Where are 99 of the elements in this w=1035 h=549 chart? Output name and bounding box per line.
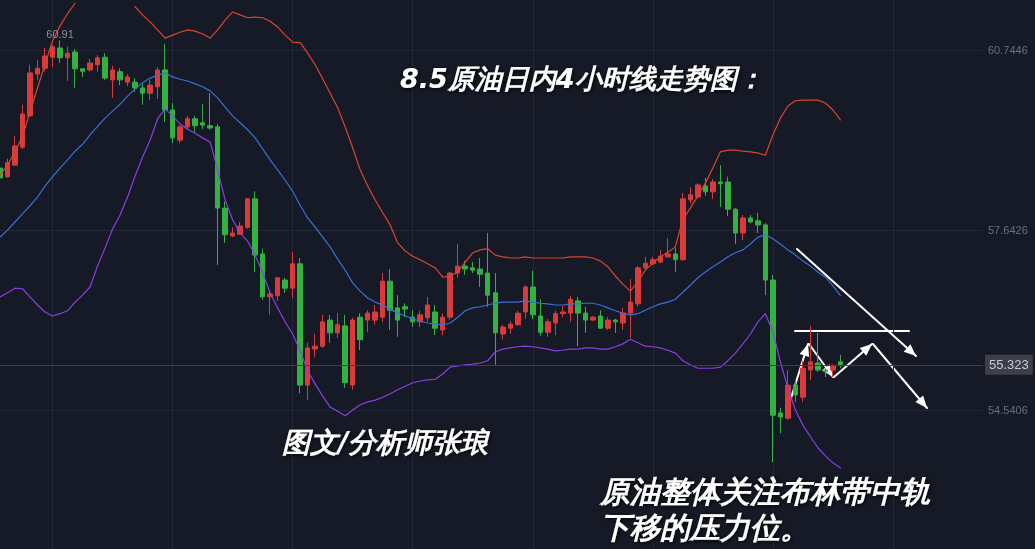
candlestick (335, 312, 340, 339)
candlestick (65, 46, 70, 82)
candlestick (485, 232, 490, 308)
candlestick (530, 270, 536, 320)
candlestick (365, 309, 370, 333)
candlestick (27, 64, 33, 118)
candlestick (477, 257, 483, 288)
candlestick (147, 79, 153, 101)
candlestick (110, 65, 115, 99)
candlestick (320, 314, 325, 349)
candlestick (215, 123, 220, 266)
candlestick (748, 214, 753, 224)
candlestick (740, 214, 746, 241)
candlestick (658, 249, 663, 264)
candlestick (57, 39, 63, 64)
candlestick (553, 310, 558, 336)
candlestick (778, 407, 783, 434)
candlestick (673, 247, 678, 273)
candlestick (470, 261, 475, 274)
candlestick (755, 212, 761, 234)
candlestick (260, 248, 265, 301)
candlestick (252, 190, 258, 273)
candlestick (568, 295, 573, 323)
candlestick (523, 284, 528, 320)
annotation: 图文/分析师张琅 (282, 425, 492, 459)
candlestick (155, 66, 160, 100)
candlestick (725, 176, 731, 217)
candlestick (185, 115, 190, 131)
candlestick (402, 302, 408, 318)
candlestick (35, 59, 40, 81)
candlestick (282, 277, 288, 294)
y-tick-label: 54.5406 (988, 403, 1028, 416)
candlestick (177, 124, 183, 144)
candlestick (140, 83, 145, 106)
candlestick (20, 104, 25, 150)
candlestick (440, 312, 445, 336)
candlestick (200, 103, 205, 130)
candlestick (275, 276, 280, 302)
candlestick (462, 260, 468, 276)
ref-line-label: 55.323 (989, 357, 1029, 373)
candlestick (222, 201, 228, 244)
candlestick (125, 73, 130, 87)
candlestick (425, 296, 430, 323)
y-tick-label: 57.6426 (988, 223, 1028, 236)
candlestick (605, 316, 611, 331)
candlestick (245, 197, 250, 230)
line-series (0, 108, 842, 469)
candlestick (545, 318, 551, 338)
candlestick (132, 77, 138, 93)
candlestick (455, 243, 460, 279)
candlestick (162, 43, 168, 123)
candlestick (508, 320, 513, 335)
y-tick-label: 60.7446 (988, 43, 1028, 56)
candlestick (432, 304, 438, 336)
candlestick (102, 52, 108, 81)
candlestick (12, 135, 18, 167)
candlestick (230, 226, 235, 238)
candlestick (643, 256, 648, 272)
candlestick (590, 315, 596, 322)
candlestick (290, 251, 295, 299)
candlestick (733, 207, 738, 245)
candlestick (598, 309, 603, 330)
candlestick (538, 298, 543, 337)
candlestick (380, 272, 385, 323)
candlestick (665, 237, 671, 259)
candlestick (72, 48, 78, 89)
candlestick (695, 182, 701, 199)
candlestick (763, 222, 768, 296)
candlestick (95, 54, 100, 73)
candlestick (117, 67, 123, 86)
candlestick (620, 307, 626, 331)
candlestick (688, 186, 693, 204)
candlestick (87, 58, 93, 73)
candlestick (500, 324, 506, 340)
candlestick (372, 304, 378, 326)
candlestick (583, 306, 588, 334)
candlestick (560, 305, 566, 318)
candlestick (327, 314, 333, 344)
candlestick (680, 192, 686, 262)
candlestick (613, 318, 618, 334)
candlestick (718, 164, 723, 208)
text: 8.5原油日内4小时线走势图： (400, 63, 764, 94)
annotation: 原油整体关注布林带中轨下移的压力位。 (598, 473, 931, 545)
candlestick (297, 257, 303, 394)
candlestick (710, 178, 716, 200)
candlestick (170, 102, 175, 144)
candlestick (703, 177, 708, 197)
candlestick (207, 92, 213, 131)
candlestick (50, 44, 55, 68)
candlestick (312, 333, 318, 358)
candlestick (515, 310, 521, 327)
candlestick (192, 115, 198, 133)
candlestick (357, 312, 363, 351)
candlestick (342, 314, 348, 389)
candlestick (387, 268, 393, 331)
candlestick (493, 272, 498, 366)
candlestick (350, 317, 355, 391)
candlestick (575, 296, 581, 347)
candlestick (80, 67, 85, 78)
